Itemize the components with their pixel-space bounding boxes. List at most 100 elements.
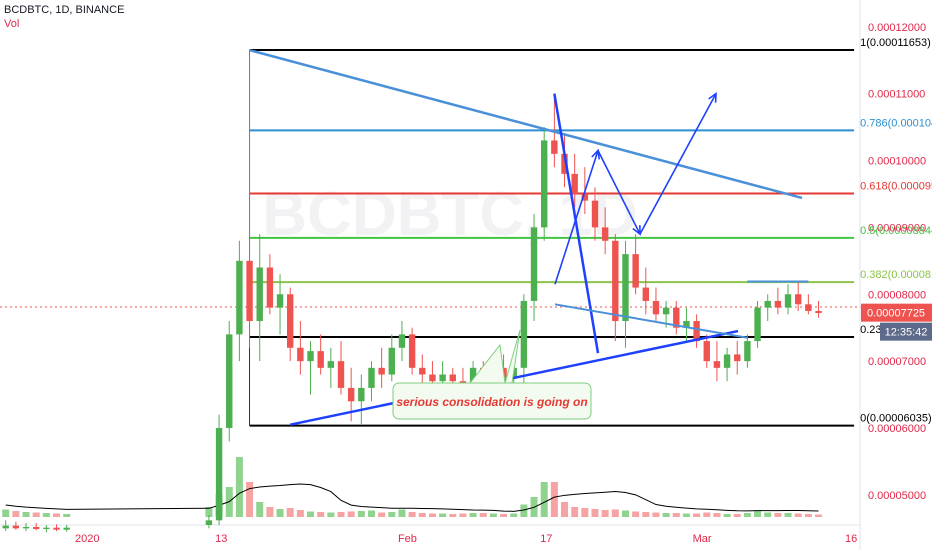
candle-body <box>33 527 40 530</box>
ascending-support-line <box>289 329 739 426</box>
volume-bar <box>378 512 386 517</box>
candle-body <box>205 520 213 525</box>
candle-body <box>815 310 822 313</box>
candle-body <box>734 354 741 362</box>
candle-body <box>723 354 731 368</box>
volume-bar <box>550 482 558 517</box>
volume-bar <box>357 511 365 517</box>
projection-arrow <box>639 93 717 235</box>
volume-bar <box>408 512 416 517</box>
volume-bar <box>398 509 406 517</box>
candle-body <box>754 307 761 342</box>
volume-bar <box>459 513 467 517</box>
volume-bar <box>774 513 782 517</box>
volume-moving-average <box>5 483 819 512</box>
candle-body <box>276 294 284 308</box>
volume-bar <box>703 512 711 517</box>
current-price-tag <box>861 303 932 322</box>
volume-bar <box>337 512 345 517</box>
candle-body <box>337 361 345 388</box>
volume-bar <box>784 513 792 517</box>
price-axis-tick: 0.00009000 <box>868 222 926 234</box>
volume-bar <box>662 513 670 517</box>
fib-level-label: 0.786(0.00010450) <box>860 117 932 129</box>
descending-resistance-line <box>249 48 803 200</box>
volume-bar <box>632 511 640 517</box>
candle-body <box>368 367 375 388</box>
projection-arrowhead <box>708 92 717 103</box>
volume-bar <box>439 513 447 517</box>
chart-header: BCDBTC, 1D, BINANCE Vol <box>4 4 124 30</box>
candle-body <box>449 374 456 382</box>
price-axis-tick: 0.00012000 <box>868 22 926 34</box>
time-axis-tick: Feb <box>398 533 417 545</box>
volume-bar <box>764 512 772 517</box>
candle-body <box>744 341 751 362</box>
volume-bar <box>621 510 629 517</box>
volume-bar <box>733 514 741 517</box>
volume-bar <box>327 512 335 517</box>
volume-bar <box>63 514 71 517</box>
price-axis-tick: 0.00006000 <box>868 423 926 435</box>
volume-bar <box>510 513 518 517</box>
candles <box>2 50 822 533</box>
volume-bar <box>296 510 304 517</box>
candle-body <box>520 300 528 368</box>
annotation-box <box>392 382 592 420</box>
candle-body <box>347 387 355 402</box>
candle-body <box>642 287 649 301</box>
volume-bar <box>32 512 40 517</box>
time-axis-tick: 17 <box>540 533 552 545</box>
candle-body <box>673 307 680 328</box>
volume-bar <box>235 457 243 517</box>
candle-body <box>317 351 324 368</box>
volume-bar <box>489 513 497 517</box>
volume-bar <box>693 513 701 517</box>
volume-bar <box>53 513 61 517</box>
candle-body <box>236 260 243 335</box>
annotation-text: serious consolidation is going on <box>396 395 587 409</box>
volume-bar <box>205 507 213 517</box>
volume-bar <box>479 513 487 517</box>
countdown-value: 12:35:42 <box>885 327 928 339</box>
volume-bar <box>2 509 10 517</box>
volume-bar <box>266 507 274 517</box>
candle-body <box>63 527 70 530</box>
volume-bar <box>804 514 812 517</box>
volume-bar <box>367 510 375 517</box>
volume-bar <box>723 514 731 517</box>
volume-bar <box>591 509 599 517</box>
candle-body <box>612 240 619 322</box>
candle-body <box>2 525 9 529</box>
candle-body <box>530 227 538 301</box>
candle-body <box>601 227 609 241</box>
candle-body <box>226 334 233 429</box>
candle-body <box>774 300 782 308</box>
volume-bar <box>256 502 264 517</box>
candle-body <box>805 304 812 311</box>
candle-body <box>591 200 599 228</box>
candle-body <box>327 361 335 368</box>
candle-body <box>622 254 629 322</box>
fib-level-label: 0(0.00006035) <box>860 413 932 425</box>
candle-body <box>683 321 690 328</box>
candle-body <box>246 260 253 322</box>
candle-body <box>571 173 578 194</box>
candle-body <box>764 300 771 308</box>
candle-body <box>795 294 802 305</box>
candle-body <box>469 367 477 385</box>
volume-bar <box>601 510 609 517</box>
annotation-callout: serious consolidation is going on <box>392 329 592 420</box>
candle-body <box>43 527 50 530</box>
fib-level-label: 0.5(0.00008844) <box>860 225 932 237</box>
volume-bar <box>307 511 315 517</box>
candle-body <box>12 525 20 529</box>
volume-bar <box>286 508 294 517</box>
candle-body <box>398 334 406 348</box>
candle-body <box>541 140 548 228</box>
candle-body <box>256 267 263 322</box>
volume-bar <box>520 504 528 517</box>
time-axis-tick: 2020 <box>75 533 99 545</box>
